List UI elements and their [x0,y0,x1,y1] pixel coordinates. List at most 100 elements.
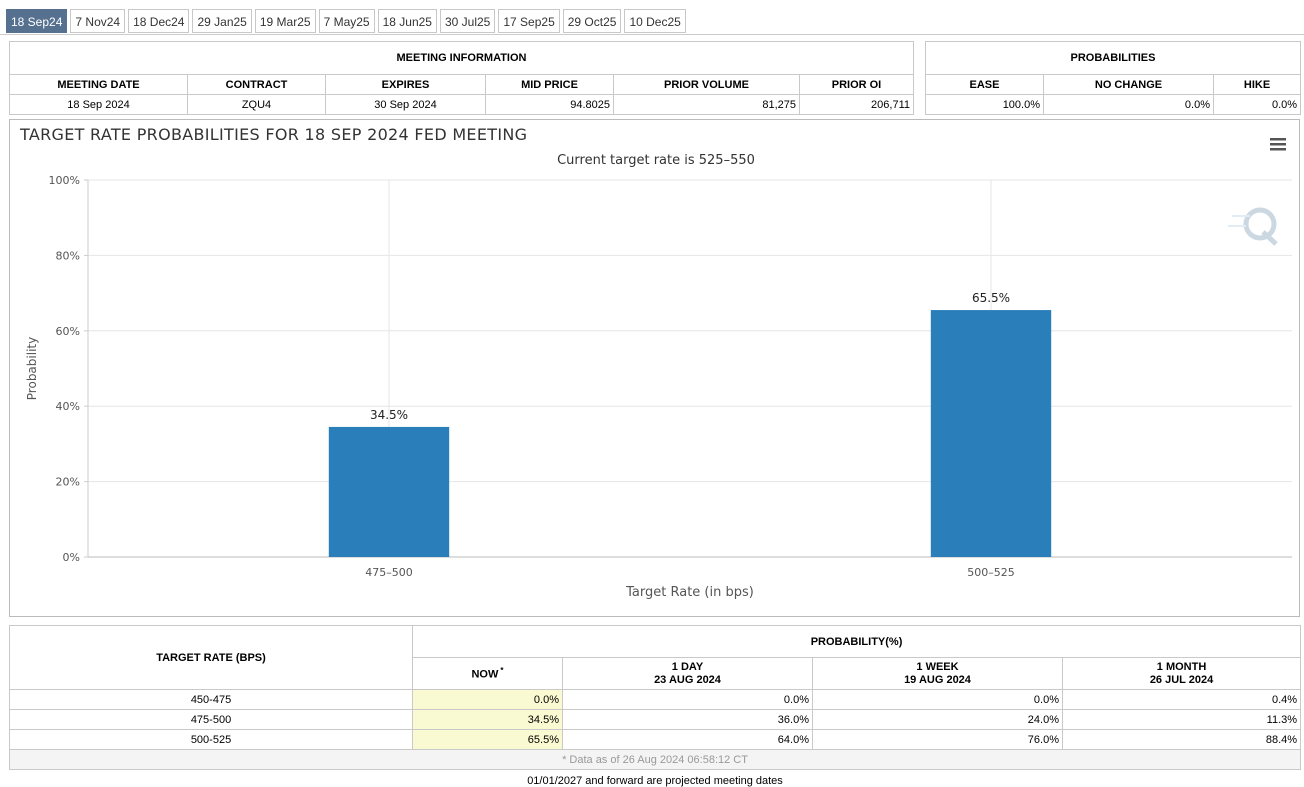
data-row: 18 Sep 2024 ZQU4 30 Sep 2024 94.8025 81,275 2… [9,94,914,115]
chart-title: TARGET RATE PROBABILITIES FOR 18 SEP 202… [19,125,527,144]
column-header: EXPIRES [325,74,486,95]
cell: 206,711 [799,94,914,115]
probabilities-table: PROBABILITIES EASE NO CHANGE HIKE 100.0% 0.0%… [924,41,1302,115]
menu-bar[interactable] [1270,148,1286,151]
column-header: PRIOR OI [799,74,914,95]
tab[interactable]: 10 Dec25 [624,9,686,33]
y-axis-label: Probability [25,337,39,400]
table-title: PROBABILITIES [924,41,1302,75]
data-row: 100.0% 0.0% 0.0% [925,94,1302,115]
column-header: HIKE [1212,74,1302,95]
chart-subtitle: Current target rate is 525–550 [557,153,755,168]
column-date: 19 AUG 2024 [904,673,971,686]
tab[interactable]: 7 Nov24 [70,9,126,33]
y-tick-label: 80% [56,249,80,262]
x-axis-label: Target Rate (in bps) [625,585,754,600]
column-header: PRIOR VOLUME [613,74,800,95]
tab[interactable]: 17 Sep25 [498,9,560,33]
bar [930,310,1052,557]
data-row: 475-500 34.5% 36.0% 24.0% 11.3% [9,709,1302,730]
tab-divider [0,34,1304,35]
group-header-row: TARGET RATE (BPS) PROBABILITY(%) [9,625,1302,690]
cell: 475-500 [9,709,413,730]
footnote: * Data as of 26 Aug 2024 06:58:12 CT [8,749,1302,770]
probability-table: TARGET RATE (BPS) PROBABILITY(%) NOW * 1 DAY… [8,625,1302,770]
cell: 450-475 [9,689,413,710]
tab[interactable]: 30 Jul25 [439,9,496,33]
tab[interactable]: 7 May25 [318,9,375,33]
cell: 0.0% [412,689,563,710]
x-tick-label: 475–500 [365,566,413,579]
menu-bar[interactable] [1270,143,1286,146]
footnote-row: * Data as of 26 Aug 2024 06:58:12 CT [8,749,1302,770]
logo-tail [1261,230,1278,246]
y-tick-label: 0% [63,551,80,564]
cell: 0.4% [1061,689,1302,710]
menu-icon[interactable] [1270,138,1286,151]
bar [328,426,450,557]
y-tick-label: 60% [56,325,80,338]
logo-ring [1243,207,1277,241]
y-tick-label: 20% [56,476,80,489]
tab-bar: 18 Sep24 7 Nov24 18 Dec24 29 Jan25 19 Mar25 7… [6,9,686,35]
tab[interactable]: 19 Mar25 [254,9,316,33]
cell: 0.0% [1212,94,1302,115]
table-title: MEETING INFORMATION [9,41,914,75]
cell: 64.0% [562,729,813,750]
cell: 76.0% [812,729,1063,750]
column-label: 1 WEEK [916,660,959,673]
cell: 0.0% [1043,94,1214,115]
cell: ZQU4 [187,94,326,115]
header-row: NOW * 1 DAY 23 AUG 2024 1 WEEK 19 AUG 2024 1 M… [10,657,1302,690]
column-header: NO CHANGE [1043,74,1214,95]
cell: 94.8025 [485,94,614,115]
chart: TARGET RATE PROBABILITIES FOR 18 SEP 202… [19,125,1292,600]
title-row: PROBABILITIES [924,41,1302,75]
header-row: MEETING DATE CONTRACT EXPIRES MID PRICE PRIO… [9,74,914,95]
cell: 88.4% [1061,729,1302,750]
cell: 81,275 [613,94,800,115]
group-header: PROBABILITY(%) [411,625,1302,658]
cell: 11.3% [1061,709,1302,730]
column-label: 1 DAY [671,660,704,673]
data-row: 500-525 65.5% 64.0% 76.0% 88.4% [9,729,1302,750]
column-header: TARGET RATE (BPS) [9,625,413,690]
cell: 500-525 [9,729,413,750]
column-header: NOW * [412,657,563,690]
column-header: 1 MONTH 26 JUL 2024 [1061,657,1302,690]
title-row: MEETING INFORMATION [9,41,914,75]
column-header: EASE [925,74,1044,95]
tab[interactable]: 29 Jan25 [192,9,252,33]
y-tick-label: 100% [49,174,80,187]
column-date: 26 JUL 2024 [1149,673,1214,686]
tab[interactable]: 18 Jun25 [377,9,437,33]
cell: 100.0% [925,94,1044,115]
cell: 30 Sep 2024 [325,94,486,115]
column-header: MID PRICE [485,74,614,95]
data-label: 34.5% [370,408,408,422]
meeting-info-table: MEETING INFORMATION MEETING DATE CONTRACT E… [9,41,914,115]
menu-bar[interactable] [1270,138,1286,141]
now-label: NOW [471,668,499,681]
x-tick-label: 500–525 [967,566,1015,579]
data-row: 450-475 0.0% 0.0% 0.0% 0.4% [9,689,1302,710]
column-date: 23 AUG 2024 [654,673,721,686]
column-label: 1 MONTH [1156,660,1207,673]
cell: 24.0% [812,709,1063,730]
tab[interactable]: 29 Oct25 [562,9,622,33]
column-header: 1 DAY 23 AUG 2024 [562,657,813,690]
footer-note: 01/01/2027 and forward are projected mee… [527,775,783,787]
tab[interactable]: 18 Sep24 [6,9,68,33]
column-header: CONTRACT [187,74,326,95]
chart-panel: TARGET RATE PROBABILITIES FOR 18 SEP 202… [9,119,1300,617]
y-tick-label: 40% [56,400,80,413]
cell: 18 Sep 2024 [9,94,188,115]
tab[interactable]: 18 Dec24 [128,9,190,33]
column-header: 1 WEEK 19 AUG 2024 [812,657,1063,690]
cell: 34.5% [412,709,563,730]
cell: 65.5% [412,729,563,750]
data-label: 65.5% [972,291,1010,305]
cell: 0.0% [812,689,1063,710]
cell: 36.0% [562,709,813,730]
